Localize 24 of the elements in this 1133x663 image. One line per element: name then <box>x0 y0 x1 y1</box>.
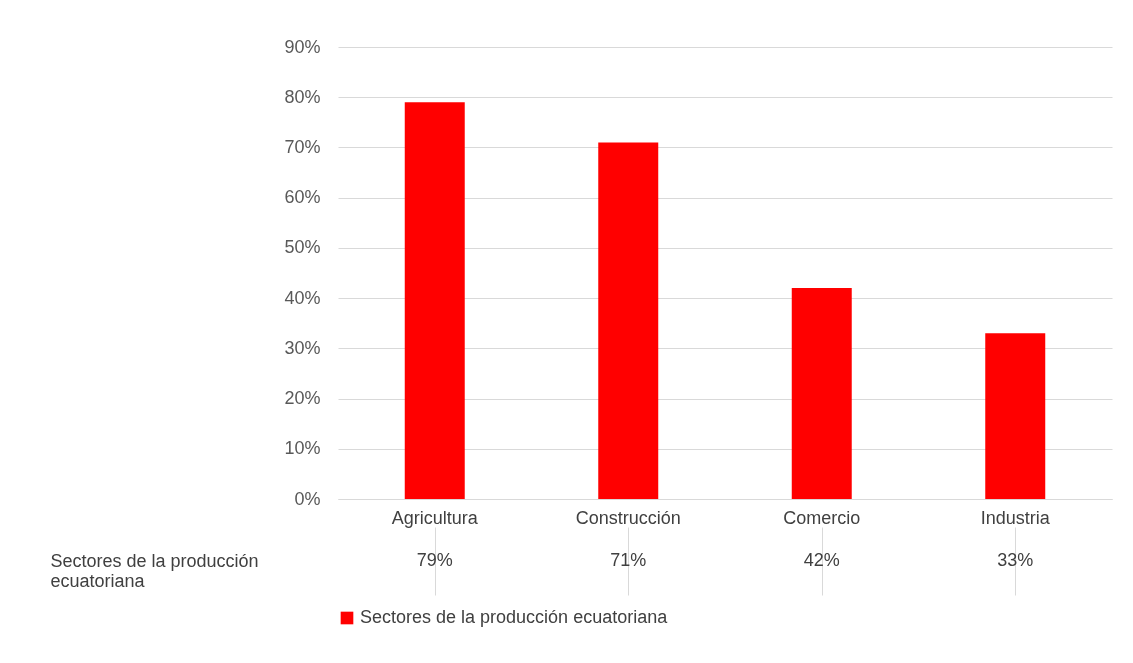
y-tick-label: 80% <box>284 86 321 107</box>
data-label: 33% <box>997 550 1034 570</box>
bar <box>404 102 465 499</box>
y-tick-label: 0% <box>294 488 321 509</box>
bar <box>598 142 659 499</box>
legend-label: Sectores de la producción ecuatoriana <box>360 607 669 627</box>
y-tick-label: 30% <box>284 337 321 358</box>
y-tick-label: 90% <box>284 36 321 57</box>
bar <box>791 288 852 499</box>
x-tick-label: Construcción <box>575 507 681 528</box>
data-label: 71% <box>610 550 647 570</box>
bar <box>985 333 1046 499</box>
data-label: 42% <box>803 550 840 570</box>
y-tick-label: 20% <box>284 388 321 409</box>
x-tick-label: Comercio <box>783 507 861 528</box>
text: Sectores de la producción ecuatoriana <box>50 550 259 591</box>
y-tick-label: 70% <box>284 136 321 157</box>
y-tick-label: 50% <box>284 237 321 258</box>
y-tick-label: 60% <box>284 187 321 208</box>
y-tick-label: 40% <box>284 287 321 308</box>
data-label: 79% <box>416 550 453 570</box>
x-tick-label: Agricultura <box>391 507 479 528</box>
y-tick-label: 10% <box>284 438 321 459</box>
x-tick-label: Industria <box>980 507 1051 528</box>
